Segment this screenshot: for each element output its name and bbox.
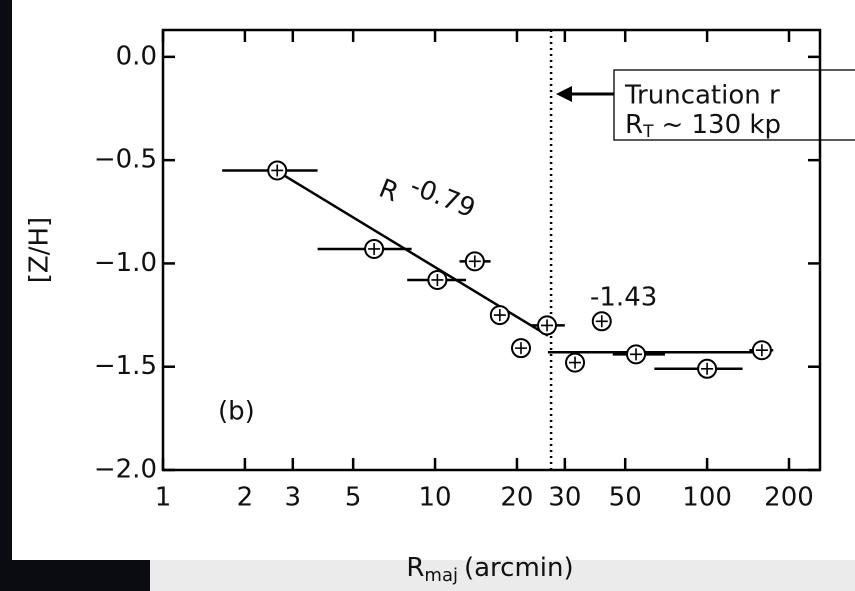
x-tick-label: 10 bbox=[419, 483, 452, 513]
x-title-sub: maj bbox=[424, 565, 458, 586]
x-tick-label: 1 bbox=[155, 483, 172, 513]
marker-cross bbox=[630, 348, 643, 361]
x-axis-title: Rmaj (arcmin) bbox=[406, 553, 573, 587]
annotation-rest: ~ 130 kp bbox=[661, 110, 781, 140]
panel-label: (b) bbox=[218, 397, 255, 427]
y-tick-label: −1.0 bbox=[94, 248, 157, 278]
marker-cross bbox=[515, 342, 528, 355]
y-tick-label: −0.5 bbox=[94, 145, 157, 175]
x-tick-label: 50 bbox=[609, 483, 642, 513]
panel-footer bbox=[150, 560, 855, 591]
x-tick-label: 3 bbox=[285, 483, 302, 513]
x-tick-label: 30 bbox=[548, 483, 581, 513]
x-tick-label: 5 bbox=[345, 483, 362, 513]
x-tick-label: 200 bbox=[764, 483, 814, 513]
marker-cross bbox=[271, 164, 284, 177]
plot-frame bbox=[161, 28, 822, 472]
x-tick-label: 100 bbox=[682, 483, 732, 513]
marker-cross bbox=[755, 344, 768, 357]
marker-cross bbox=[431, 273, 444, 286]
annotation-r: R bbox=[625, 110, 643, 140]
marker-cross bbox=[595, 315, 608, 328]
y-tick-label: −1.5 bbox=[94, 351, 157, 381]
arrow-head bbox=[556, 86, 572, 102]
y-axis-title: [Z/H] bbox=[25, 217, 55, 283]
marker-cross bbox=[541, 319, 554, 332]
annotation-line1: Truncation r bbox=[624, 81, 780, 111]
y-tick-label: −2.0 bbox=[94, 455, 157, 485]
x-tick-label: 20 bbox=[500, 483, 533, 513]
marker-cross bbox=[468, 255, 481, 268]
marker-cross bbox=[493, 309, 506, 322]
x-title-rest: (arcmin) bbox=[464, 553, 574, 583]
flat-label: -1.43 bbox=[590, 283, 657, 313]
y-tick-label: 0.0 bbox=[116, 41, 157, 71]
x-tick-label: 2 bbox=[237, 483, 254, 513]
marker-cross bbox=[701, 362, 714, 375]
marker-cross bbox=[368, 242, 381, 255]
marker-cross bbox=[569, 356, 582, 369]
annotation-line2: RT ~ 130 kp bbox=[625, 110, 781, 143]
x-title-main: R bbox=[406, 553, 424, 583]
annotation-t: T bbox=[642, 122, 654, 142]
annotation-box bbox=[613, 69, 855, 141]
